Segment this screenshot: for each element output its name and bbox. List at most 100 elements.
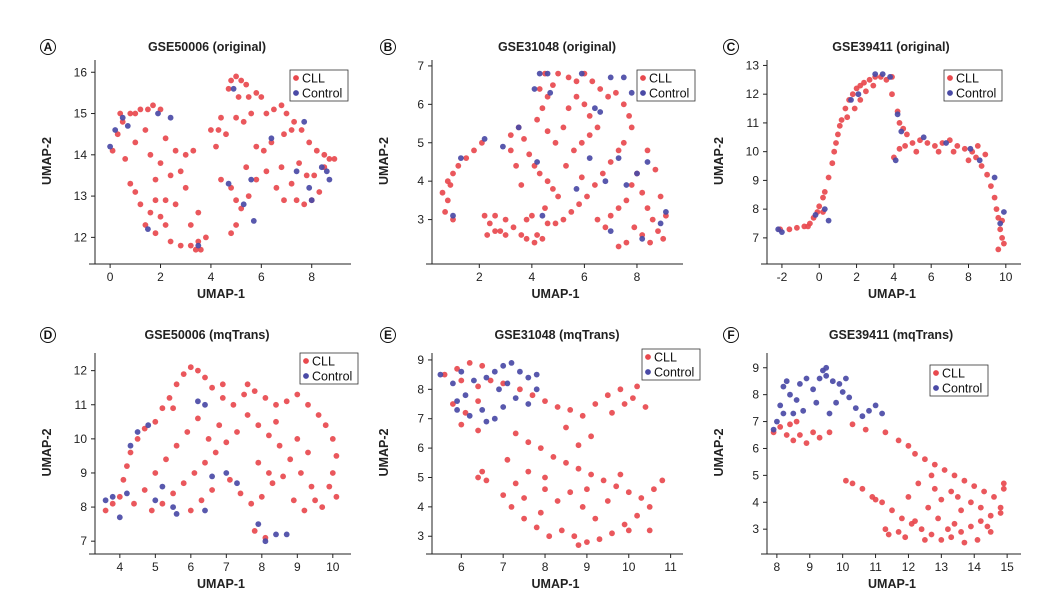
data-point-cll: [287, 456, 294, 463]
data-point-cll: [885, 531, 892, 538]
data-point-cll: [475, 383, 481, 390]
data-point-cll: [216, 422, 223, 429]
data-point-control: [462, 392, 469, 399]
data-point-control: [483, 418, 490, 425]
data-point-cll: [889, 507, 895, 514]
data-point-cll: [521, 136, 527, 142]
data-point-cll: [180, 371, 187, 377]
y-tick-label: 3: [417, 529, 424, 543]
data-point-cll: [243, 81, 250, 88]
data-point-cll: [902, 534, 909, 541]
data-point-cll: [321, 151, 328, 158]
data-point-cll: [233, 197, 240, 204]
data-point-cll: [571, 147, 577, 154]
data-point-control: [195, 398, 201, 405]
data-point-cll: [235, 94, 242, 100]
data-point-control: [525, 374, 532, 381]
data-point-cll: [159, 405, 166, 412]
data-point-cll: [646, 527, 653, 534]
data-point-control: [790, 410, 797, 417]
data-point-cll: [262, 395, 269, 401]
data-point-cll: [227, 476, 233, 483]
data-point-cll: [625, 489, 632, 496]
data-point-cll: [296, 160, 302, 167]
legend-marker-control: [640, 90, 646, 96]
data-point-cll: [904, 131, 910, 138]
x-tick-label: 6: [581, 270, 588, 284]
panel-label-circle: [723, 327, 739, 343]
data-point-control: [976, 157, 983, 164]
data-point-cll: [525, 439, 532, 446]
data-point-control: [283, 531, 290, 538]
data-point-cll: [573, 78, 580, 85]
data-point-cll: [518, 182, 525, 188]
y-tick-label: 5: [417, 470, 424, 484]
data-point-cll: [184, 429, 191, 435]
legend-box: [943, 69, 1003, 102]
data-point-cll: [209, 487, 216, 493]
data-point-control: [454, 407, 460, 413]
data-point-cll: [578, 139, 585, 146]
x-tick-label: 6: [187, 560, 194, 574]
data-point-cll: [861, 79, 867, 86]
data-point-cll: [565, 74, 572, 81]
data-point-control: [536, 70, 543, 77]
data-point-cll: [586, 132, 593, 139]
series-control: [770, 364, 885, 433]
data-point-cll: [218, 114, 224, 121]
data-point-cll: [244, 381, 251, 388]
data-point-cll: [935, 148, 942, 155]
data-point-cll: [463, 155, 470, 162]
data-point-control: [515, 124, 522, 131]
data-point-cll: [322, 422, 329, 429]
data-point-cll: [305, 401, 311, 408]
series-cll: [770, 418, 1007, 546]
data-point-cll: [913, 148, 920, 155]
data-point-control: [777, 402, 784, 409]
data-point-cll: [997, 510, 1004, 516]
x-tick-label: 8: [774, 560, 781, 574]
data-point-cll: [251, 388, 258, 394]
data-point-cll: [1000, 485, 1007, 492]
data-point-cll: [167, 172, 174, 179]
data-point-cll: [492, 212, 498, 219]
panel-e: E GSE31048 (mqTrans) 6 7 8 9 10 11 3 4 5 6 7 8 9 UMAP-1…: [377, 327, 701, 591]
data-point-cll: [233, 114, 240, 121]
legend-label-control: Control: [649, 87, 689, 101]
data-point-control: [846, 394, 853, 401]
data-point-cll: [816, 203, 823, 210]
y-tick-label: 6: [752, 441, 759, 455]
data-point-control: [991, 174, 998, 181]
data-point-cll: [859, 485, 866, 492]
y-tick-label: 14: [74, 148, 88, 162]
data-point-cll: [546, 533, 553, 540]
data-point-cll: [228, 77, 235, 84]
data-point-cll: [521, 495, 527, 501]
data-point-cll: [209, 384, 216, 391]
panel-d: D GSE50006 (mqTrans) 4 5 6 7 8 9 10 7 8 9 10 11 12 UMAP…: [40, 327, 359, 591]
data-point-cll: [534, 116, 540, 123]
data-point-control: [234, 480, 240, 487]
data-point-cll: [234, 429, 240, 435]
y-tick-label: 3: [417, 213, 424, 227]
data-point-cll: [615, 147, 622, 154]
data-point-cll: [987, 512, 994, 519]
y-axis-label: UMAP-2: [40, 428, 54, 476]
data-point-cll: [258, 94, 265, 100]
x-axis-label: UMAP-1: [868, 577, 916, 591]
data-point-cll: [539, 235, 546, 242]
series-cll: [441, 360, 666, 548]
data-point-cll: [1001, 240, 1007, 247]
data-point-cll: [173, 442, 180, 449]
data-point-cll: [273, 401, 279, 408]
data-point-cll: [554, 404, 561, 410]
data-point-cll: [605, 93, 611, 100]
data-point-cll: [879, 499, 885, 506]
data-point-control: [458, 368, 465, 375]
data-point-control: [852, 405, 859, 411]
data-point-cll: [260, 147, 267, 154]
data-point-cll: [316, 189, 323, 195]
y-tick-label: 5: [752, 468, 759, 482]
data-point-cll: [233, 222, 240, 228]
chart-title: GSE31048 (original): [498, 40, 616, 54]
